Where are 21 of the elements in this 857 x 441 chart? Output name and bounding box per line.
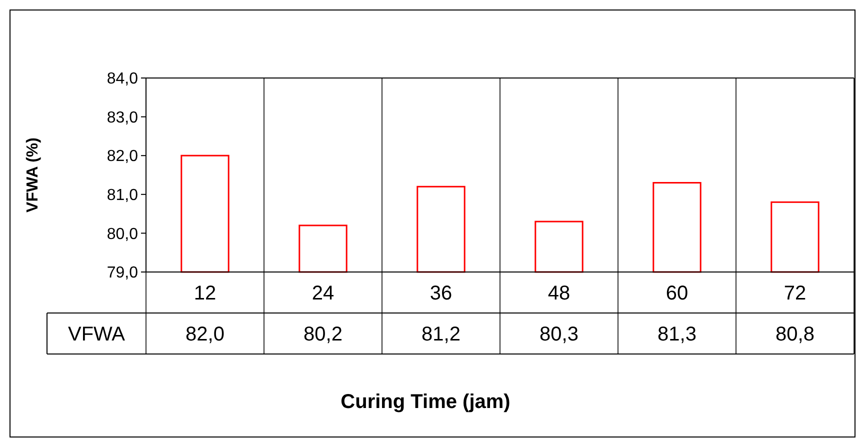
data-label: 82,0 xyxy=(186,324,224,346)
x-tick-label: 72 xyxy=(784,282,806,304)
data-label: 81,2 xyxy=(422,324,460,346)
y-tick-label: 80,0 xyxy=(106,226,138,243)
x-tick-label: 48 xyxy=(548,282,570,304)
y-tick-label: 79,0 xyxy=(106,264,138,282)
data-label: 80,2 xyxy=(304,324,342,346)
x-tick-label: 36 xyxy=(430,282,452,304)
x-tick-label: 12 xyxy=(194,282,216,304)
y-axis-title: VFWA (%) xyxy=(24,138,42,212)
y-tick-label: 81,0 xyxy=(106,187,138,204)
x-tick-label: 60 xyxy=(666,282,688,304)
y-tick-label: 84,0 xyxy=(106,70,138,88)
data-label: 81,3 xyxy=(658,324,696,346)
data-label: 80,3 xyxy=(540,324,578,346)
text: VFWA xyxy=(68,324,126,346)
x-tick-label: 24 xyxy=(312,282,334,304)
y-tick-label: 83,0 xyxy=(106,109,138,126)
data-label: 80,8 xyxy=(776,324,814,346)
x-axis-title: Curing Time (jam) xyxy=(340,391,510,413)
y-tick-label: 82,0 xyxy=(106,148,138,166)
